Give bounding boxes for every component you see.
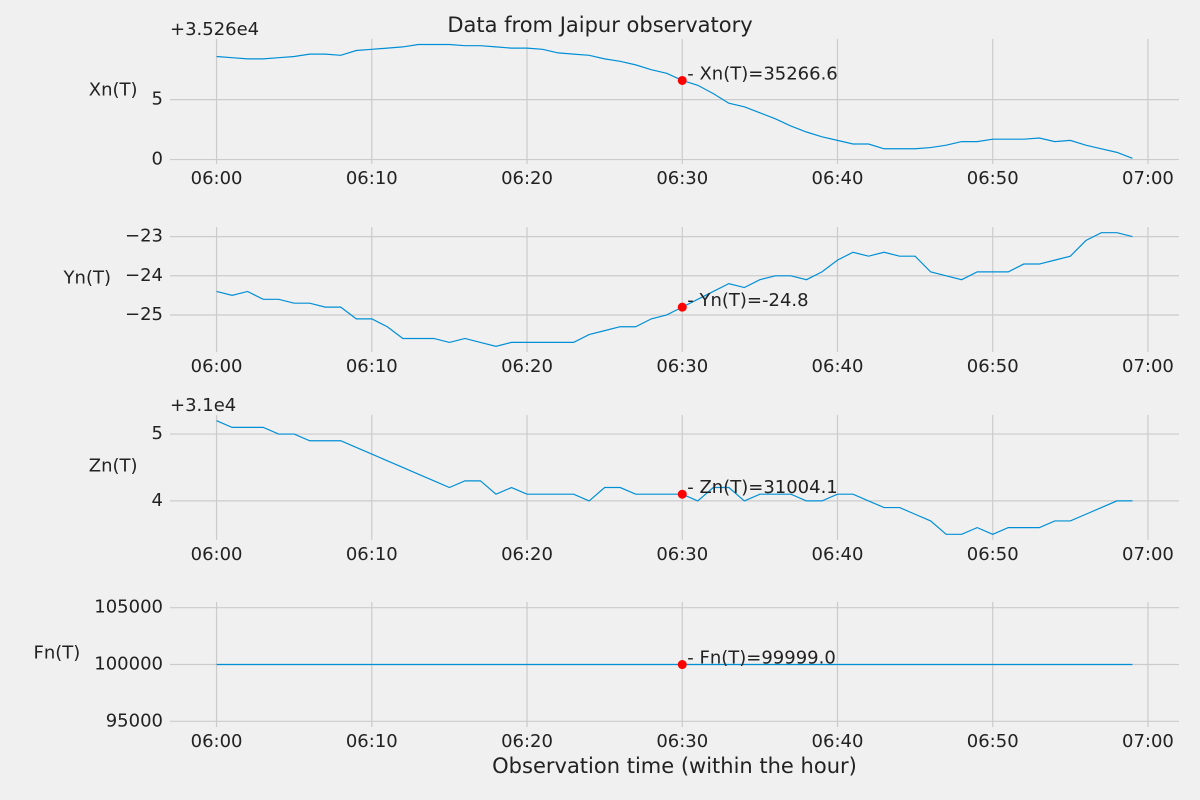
x-tick-label: 07:00 (1122, 356, 1174, 377)
x-tick-label: 06:40 (812, 544, 864, 565)
x-tick-label: 06:30 (656, 544, 708, 565)
x-tick-label: 06:40 (812, 356, 864, 377)
y-tick-label: 0 (152, 149, 163, 170)
y-tick-label: −23 (125, 226, 163, 247)
x-tick-label: 07:00 (1122, 731, 1174, 752)
data-line (216, 420, 1133, 535)
x-tick-label: 06:20 (501, 731, 553, 752)
y-axis-label: Xn(T) (89, 80, 138, 101)
y-tick-label: −24 (125, 265, 163, 286)
data-line (216, 43, 1133, 159)
y-axis-label: Yn(T) (63, 268, 111, 289)
x-tick-label: 06:10 (346, 731, 398, 752)
x-tick-label: 06:20 (501, 356, 553, 377)
y-tick-label: 95000 (106, 710, 163, 731)
x-tick-label: 06:10 (346, 168, 398, 189)
annotation-marker (677, 489, 687, 499)
x-tick-label: 06:10 (346, 544, 398, 565)
subplot: 95000 100000 105000 06:00 06:10 06:20 06:30 06:… (33, 597, 1179, 778)
subplot: 4 5 06:00 06:10 06:20 06:30 06:40 06:50 07:00 Zn(… (89, 395, 1179, 565)
annotation-text: - Fn(T)=99999.0 (687, 648, 836, 669)
annotation-marker (677, 302, 687, 312)
x-tick-label: 07:00 (1122, 544, 1174, 565)
x-tick-label: 06:20 (501, 168, 553, 189)
data-line (216, 232, 1133, 347)
x-tick-label: 06:00 (191, 168, 243, 189)
x-tick-label: 06:30 (656, 731, 708, 752)
x-tick-label: 06:00 (191, 731, 243, 752)
y-tick-label: −25 (125, 304, 163, 325)
subplot: −25 −24 −23 06:00 06:10 06:20 06:30 06:40 06:50 0… (63, 226, 1179, 377)
x-tick-label: 06:20 (501, 544, 553, 565)
x-tick-label: 07:00 (1122, 168, 1174, 189)
y-axis-label: Zn(T) (89, 456, 138, 477)
x-tick-label: 06:30 (656, 168, 708, 189)
x-tick-label: 06:50 (967, 731, 1019, 752)
y-tick-label: 4 (152, 490, 163, 511)
x-tick-label: 06:50 (967, 544, 1019, 565)
x-axis-label: Observation time (within the hour) (492, 754, 857, 778)
offset-text: +3.1e4 (170, 395, 236, 416)
x-tick-label: 06:40 (812, 168, 864, 189)
annotation-marker (677, 660, 687, 670)
x-tick-label: 06:10 (346, 356, 398, 377)
x-tick-label: 06:50 (967, 356, 1019, 377)
x-tick-label: 06:30 (656, 356, 708, 377)
y-tick-label: 100000 (94, 654, 163, 675)
annotation-text: - Xn(T)=35266.6 (687, 63, 838, 84)
figure-title: Data from Jaipur observatory (447, 13, 752, 37)
annotation-text: - Zn(T)=31004.1 (687, 477, 838, 498)
offset-text: +3.526e4 (170, 19, 259, 40)
x-tick-label: 06:00 (191, 544, 243, 565)
x-tick-label: 06:00 (191, 356, 243, 377)
annotation-text: - Yn(T)=-24.8 (687, 290, 808, 311)
x-tick-label: 06:50 (967, 168, 1019, 189)
annotation-marker (677, 75, 687, 85)
y-tick-label: 5 (152, 89, 163, 110)
y-tick-label: 105000 (94, 597, 163, 618)
y-tick-label: 5 (152, 423, 163, 444)
subplot: 0 5 06:00 06:10 06:20 06:30 06:40 06:50 07:00 Xn(… (89, 19, 1179, 189)
x-tick-label: 06:40 (812, 731, 864, 752)
y-axis-label: Fn(T) (33, 643, 80, 664)
